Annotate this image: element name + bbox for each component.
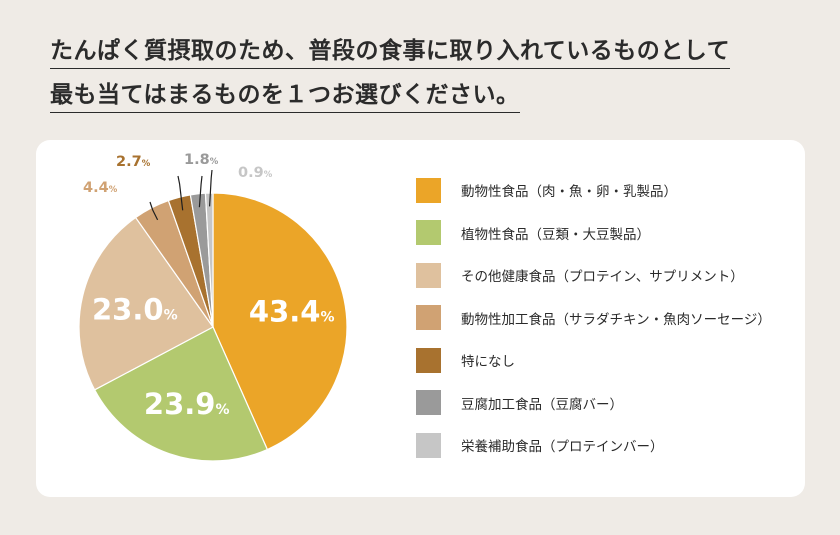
slice-value-label-6: 1.8% xyxy=(184,152,219,168)
pie-chart: 43.4% 23.9% 23.0% 4.4% 2.7% 1.8% 0.9% xyxy=(78,152,348,462)
legend-item-1: 動物性食品（肉・魚・卵・乳製品） xyxy=(416,177,771,203)
legend-swatch xyxy=(416,262,441,288)
title-line-2: 最も当てはまるものを１つお選びください。 xyxy=(50,80,520,113)
pie-slice-3 xyxy=(78,216,214,391)
legend-swatch xyxy=(416,390,441,415)
legend-swatch xyxy=(416,432,441,458)
legend: 動物性食品（肉・魚・卵・乳製品） 植物性食品（豆類・大豆製品） その他健康食品（プロ… xyxy=(416,177,771,475)
slice-value-label-5: 2.7% xyxy=(116,154,151,170)
legend-swatch xyxy=(416,220,441,245)
legend-item-6: 豆腐加工食品（豆腐バー） xyxy=(416,390,771,416)
legend-item-4: 動物性加工食品（サラダチキン・魚肉ソーセージ） xyxy=(416,305,771,331)
leader-line-4 xyxy=(149,201,159,221)
legend-item-3: その他健康食品（プロテイン、サプリメント） xyxy=(416,262,771,288)
slice-value-label-1: 43.4% xyxy=(249,294,335,328)
legend-label: 栄養補助食品（プロテインバー） xyxy=(461,439,664,455)
legend-label: 動物性加工食品（サラダチキン・魚肉ソーセージ） xyxy=(461,311,771,328)
legend-label: 動物性食品（肉・魚・卵・乳製品） xyxy=(461,184,677,200)
legend-item-2: 植物性食品（豆類・大豆製品） xyxy=(416,220,771,246)
leader-line-5 xyxy=(177,175,184,211)
title-line-1: たんぱく質摂取のため、普段の食事に取り入れているものとして xyxy=(50,36,731,69)
pie-slice-1 xyxy=(212,192,348,451)
leader-line-7 xyxy=(209,169,213,207)
legend-label: 特になし xyxy=(461,354,515,370)
legend-item-7: 栄養補助食品（プロテインバー） xyxy=(416,432,771,458)
legend-swatch xyxy=(416,305,441,330)
leader-line-6 xyxy=(198,175,203,208)
chart-card: 43.4% 23.9% 23.0% 4.4% 2.7% 1.8% 0.9% 動物性食品（肉・… xyxy=(36,140,805,497)
slice-value-label-4: 4.4% xyxy=(83,180,118,196)
legend-item-5: 特になし xyxy=(416,347,771,373)
legend-label: その他健康食品（プロテイン、サプリメント） xyxy=(461,269,744,285)
slice-value-label-7: 0.9% xyxy=(238,165,273,181)
slice-value-label-3: 23.0% xyxy=(92,292,178,326)
pie-slice-2 xyxy=(93,326,269,462)
slice-value-label-2: 23.9% xyxy=(144,387,230,421)
pie-slice-7 xyxy=(204,192,214,328)
legend-label: 植物性食品（豆類・大豆製品） xyxy=(461,226,650,243)
legend-label: 豆腐加工食品（豆腐バー） xyxy=(461,396,623,413)
legend-swatch xyxy=(416,347,441,373)
legend-swatch xyxy=(416,177,441,203)
